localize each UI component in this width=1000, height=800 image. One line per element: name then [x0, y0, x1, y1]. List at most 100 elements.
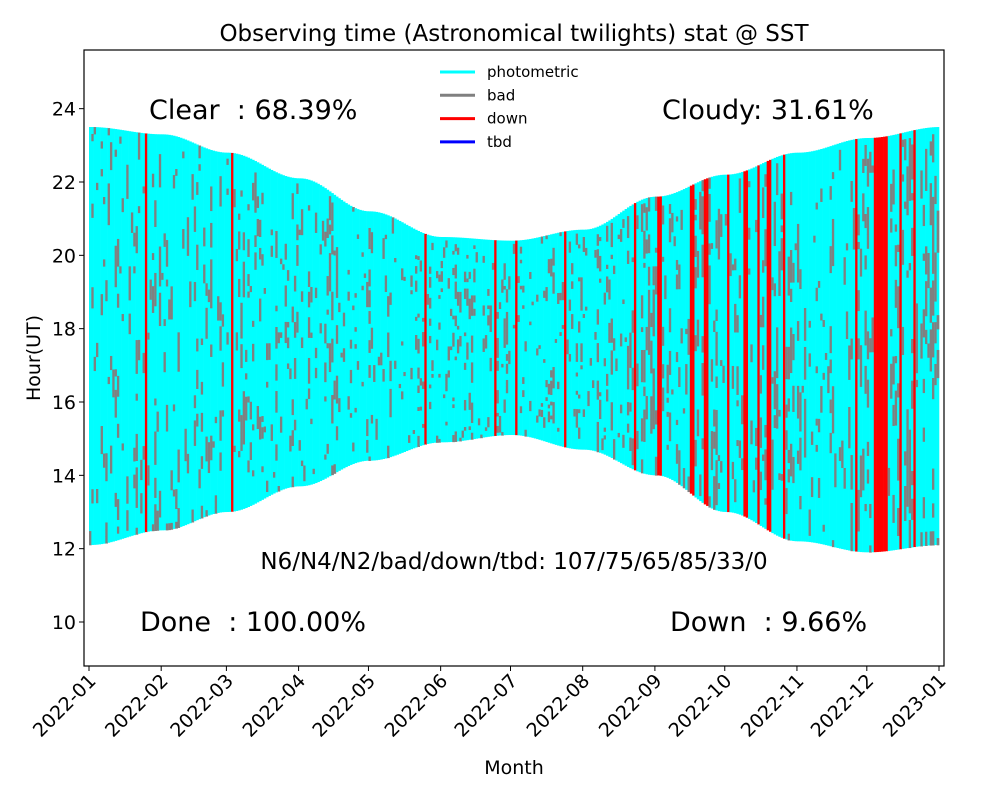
bad-slot-cell — [610, 238, 614, 244]
bad-slot-cell — [307, 291, 311, 298]
bad-slot-cell — [221, 314, 225, 321]
x-tick-label: 2022-06 — [380, 670, 452, 742]
bad-slot-cell — [140, 466, 143, 474]
bad-slot-cell — [505, 370, 509, 374]
bad-slot-cell — [210, 277, 213, 285]
bad-slot-cell — [582, 244, 586, 249]
bad-slot-cell — [298, 440, 302, 446]
bad-slot-cell — [291, 198, 295, 204]
bad-slot-cell — [925, 169, 928, 178]
bad-slot-cell — [731, 371, 735, 378]
bad-slot-cell — [771, 452, 774, 459]
bad-slot-cell — [249, 442, 253, 449]
bad-slot-cell — [114, 266, 118, 274]
bad-slot-cell — [186, 223, 190, 231]
bad-slot-cell — [184, 454, 188, 462]
bad-slot-cell — [694, 335, 698, 341]
bad-slot-cell — [762, 260, 765, 267]
bad-slot-cell — [389, 372, 393, 378]
bad-slot-cell — [186, 460, 190, 467]
bad-slot-cell — [487, 305, 490, 310]
bad-slot-cell — [249, 407, 253, 414]
bad-slot-cell — [331, 348, 334, 354]
bad-slot-cell — [505, 295, 509, 300]
bad-slot-cell — [401, 391, 404, 396]
bad-slot-cell — [775, 358, 779, 366]
bad-slot-cell — [626, 350, 630, 355]
bad-slot-cell — [116, 375, 120, 384]
bad-slot-cell — [775, 182, 779, 189]
bad-slot-cell — [242, 267, 246, 274]
bad-slot-cell — [307, 205, 311, 211]
bad-slot-cell — [186, 236, 190, 244]
bad-slot-cell — [652, 391, 656, 397]
bad-slot-cell — [652, 280, 656, 286]
photometric-night-cell — [207, 149, 211, 516]
bad-slot-cell — [307, 388, 311, 394]
bad-slot-cell — [787, 469, 791, 477]
bad-slot-cell — [498, 425, 502, 430]
bad-slot-cell — [789, 456, 793, 464]
bad-slot-cell — [114, 273, 118, 281]
bad-slot-cell — [850, 187, 854, 195]
bad-slot-cell — [382, 373, 386, 378]
bad-slot-cell — [468, 402, 472, 407]
bad-slot-cell — [694, 282, 698, 289]
bad-slot-cell — [771, 377, 774, 384]
bad-slot-cell — [911, 498, 914, 507]
photometric-night-cell — [135, 132, 139, 535]
bad-slot-cell — [422, 381, 425, 386]
bad-slot-cell — [429, 277, 432, 281]
bad-slot-cell — [219, 326, 223, 333]
bad-slot-cell — [762, 205, 765, 212]
bad-slot-cell — [773, 402, 777, 410]
bad-slot-cell — [568, 306, 572, 311]
bad-slot-cell — [524, 429, 528, 434]
bad-slot-cell — [389, 392, 393, 398]
bad-slot-cell — [713, 420, 716, 427]
bad-slot-cell — [154, 510, 157, 518]
bad-slot-cell — [503, 276, 507, 280]
bad-slot-cell — [610, 362, 614, 367]
bad-slot-cell — [803, 314, 807, 322]
photometric-night-cell — [154, 134, 157, 531]
bad-slot-cell — [815, 444, 819, 452]
bad-slot-cell — [654, 289, 658, 295]
bad-slot-cell — [897, 390, 900, 398]
bad-slot-cell — [892, 377, 896, 385]
bad-slot-cell — [866, 172, 870, 180]
bad-slot-cell — [810, 483, 814, 491]
bad-slot-cell — [252, 470, 255, 477]
bad-slot-cell — [545, 290, 549, 295]
bad-slot-cell — [831, 218, 835, 226]
bad-slot-cell — [932, 329, 935, 337]
bad-slot-cell — [901, 174, 905, 182]
bad-slot-cell — [366, 423, 369, 428]
bad-slot-cell — [936, 231, 940, 239]
bad-slot-cell — [442, 247, 446, 251]
bad-slot-cell — [894, 286, 898, 294]
photometric-night-cell — [182, 138, 185, 527]
bad-slot-cell — [319, 323, 323, 329]
bad-slot-cell — [675, 453, 679, 459]
bad-slot-cell — [640, 226, 644, 232]
bad-slot-cell — [347, 396, 351, 401]
bad-slot-cell — [862, 193, 865, 201]
bad-slot-cell — [438, 325, 441, 330]
bad-slot-cell — [573, 412, 577, 417]
bad-slot-cell — [848, 441, 851, 449]
bad-slot-cell — [91, 301, 94, 309]
bad-slot-cell — [780, 238, 784, 245]
bad-slot-cell — [831, 406, 835, 414]
bad-slot-cell — [897, 466, 900, 474]
bad-slot-cell — [254, 263, 257, 270]
bad-slot-cell — [778, 289, 781, 296]
bad-slot-cell — [738, 184, 742, 191]
bad-slot-cell — [387, 453, 390, 459]
bad-slot-cell — [650, 405, 653, 411]
photometric-night-cell — [824, 147, 828, 546]
bad-slot-cell — [701, 363, 705, 369]
bad-slot-cell — [252, 182, 255, 189]
bad-slot-cell — [401, 268, 404, 273]
